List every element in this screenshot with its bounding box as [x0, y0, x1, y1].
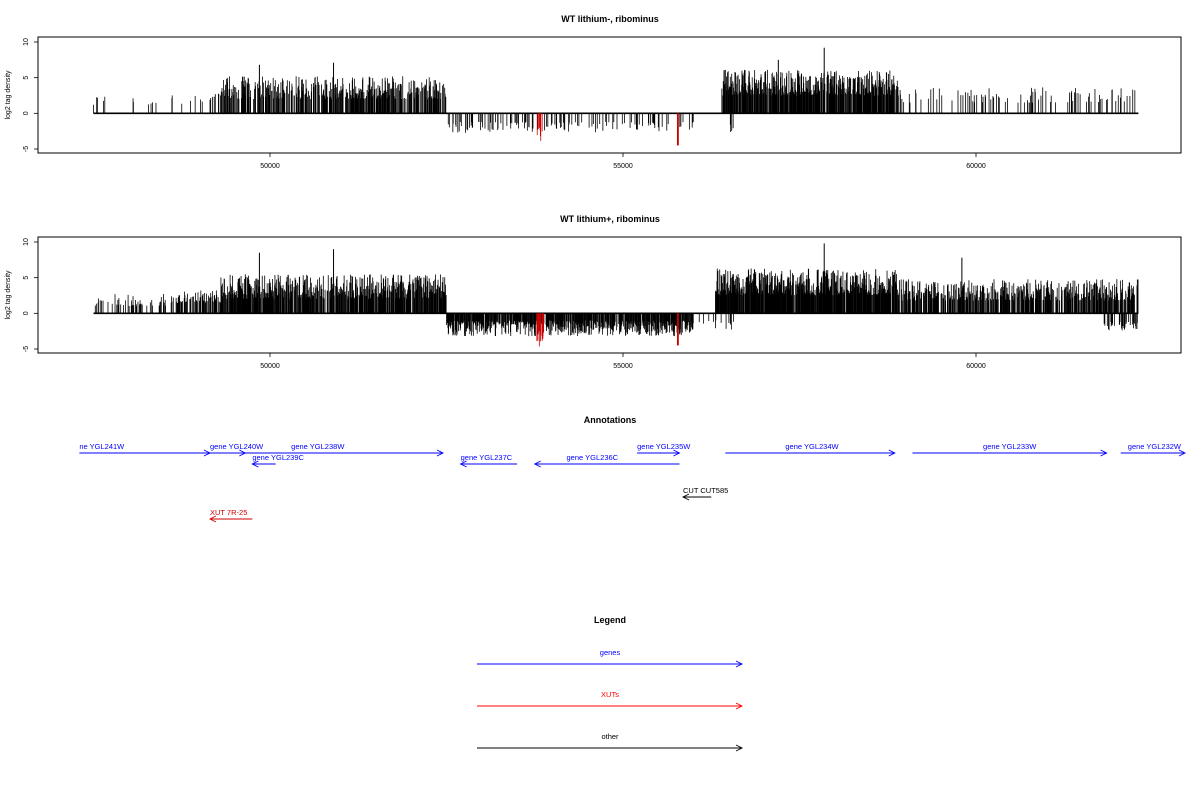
y-tick-label: -5: [23, 146, 30, 152]
y-tick-label: 5: [23, 276, 30, 280]
feature-label: gene YGL235W: [637, 442, 691, 451]
y-tick-label: 10: [23, 38, 30, 46]
legend-title: Legend: [594, 615, 626, 625]
y-axis-label: log2 tag density: [5, 70, 12, 120]
feature-label: gene YGL240W: [210, 442, 264, 451]
y-tick-label: 0: [23, 311, 30, 315]
feature-arrowhead: [208, 515, 217, 523]
feature-arrowhead: [251, 460, 259, 468]
y-tick-label: 5: [23, 76, 30, 80]
chart-panel-lithium-plus: WT lithium+, ribominus log2 tag density …: [5, 214, 1182, 370]
plot-frame: [37, 236, 1182, 354]
y-tick-label: 10: [23, 238, 30, 246]
y-tick-label: -5: [23, 346, 30, 352]
x-tick-label: 50000: [260, 363, 280, 370]
feature-label: gene YGL234W: [785, 442, 839, 451]
y-axis-label: log2 tag density: [5, 270, 12, 320]
plot-frame: [37, 36, 1182, 154]
x-tick-label: 50000: [260, 163, 280, 170]
feature-label: gene YGL237C: [461, 453, 513, 462]
feature-arrowhead: [533, 460, 541, 468]
legend-arrowhead: [735, 744, 744, 752]
feature-label: gene YGL232W: [1128, 442, 1182, 451]
legend-items-group: genes XUTs other: [477, 648, 744, 752]
legend-label: XUTs: [601, 690, 619, 699]
feature-label: ne YGL241W: [79, 442, 125, 451]
annotations-title: Annotations: [584, 415, 637, 425]
bars-group: [93, 243, 1139, 347]
legend-arrowhead: [735, 660, 744, 668]
axes-group: -5 0 5 10 50000 55000 60000: [23, 38, 986, 170]
feature-label: gene YGL233W: [983, 442, 1037, 451]
feature-arrowhead: [459, 460, 467, 468]
legend-arrowhead: [735, 702, 744, 710]
feature-arrowhead: [673, 449, 681, 457]
x-tick-label: 55000: [613, 163, 633, 170]
x-tick-label: 55000: [613, 363, 633, 370]
annotations-panel: Annotations ne YGL241W gene YGL240W gene Y…: [79, 415, 1187, 523]
features-group: ne YGL241W gene YGL240W gene YGL238W gene Y…: [79, 442, 1187, 523]
chart-title: WT lithium+, ribominus: [560, 214, 660, 224]
feature-label: gene YGL239C: [252, 453, 304, 462]
axes-group: -5 0 5 10 50000 55000 60000: [23, 238, 986, 370]
feature-label: XUT 7R-25: [210, 508, 247, 517]
feature-arrowhead: [436, 449, 444, 457]
feature-label: gene YGL236C: [567, 453, 619, 462]
feature-arrowhead: [888, 449, 896, 457]
bars-group: [93, 47, 1139, 146]
chart-title: WT lithium-, ribominus: [561, 14, 659, 24]
feature-arrowhead: [1178, 449, 1187, 457]
legend-label: other: [601, 732, 619, 741]
x-tick-label: 60000: [966, 163, 986, 170]
chart-panel-lithium-minus: WT lithium-, ribominus log2 tag density …: [5, 14, 1182, 170]
feature-arrowhead: [682, 493, 690, 501]
legend: Legend genes XUTs other: [477, 615, 744, 752]
feature-arrowhead: [1100, 449, 1108, 457]
feature-label: CUT CUT585: [683, 486, 728, 495]
y-tick-label: 0: [23, 111, 30, 115]
legend-label: genes: [600, 648, 621, 657]
feature-label: gene YGL238W: [291, 442, 345, 451]
x-tick-label: 60000: [966, 363, 986, 370]
